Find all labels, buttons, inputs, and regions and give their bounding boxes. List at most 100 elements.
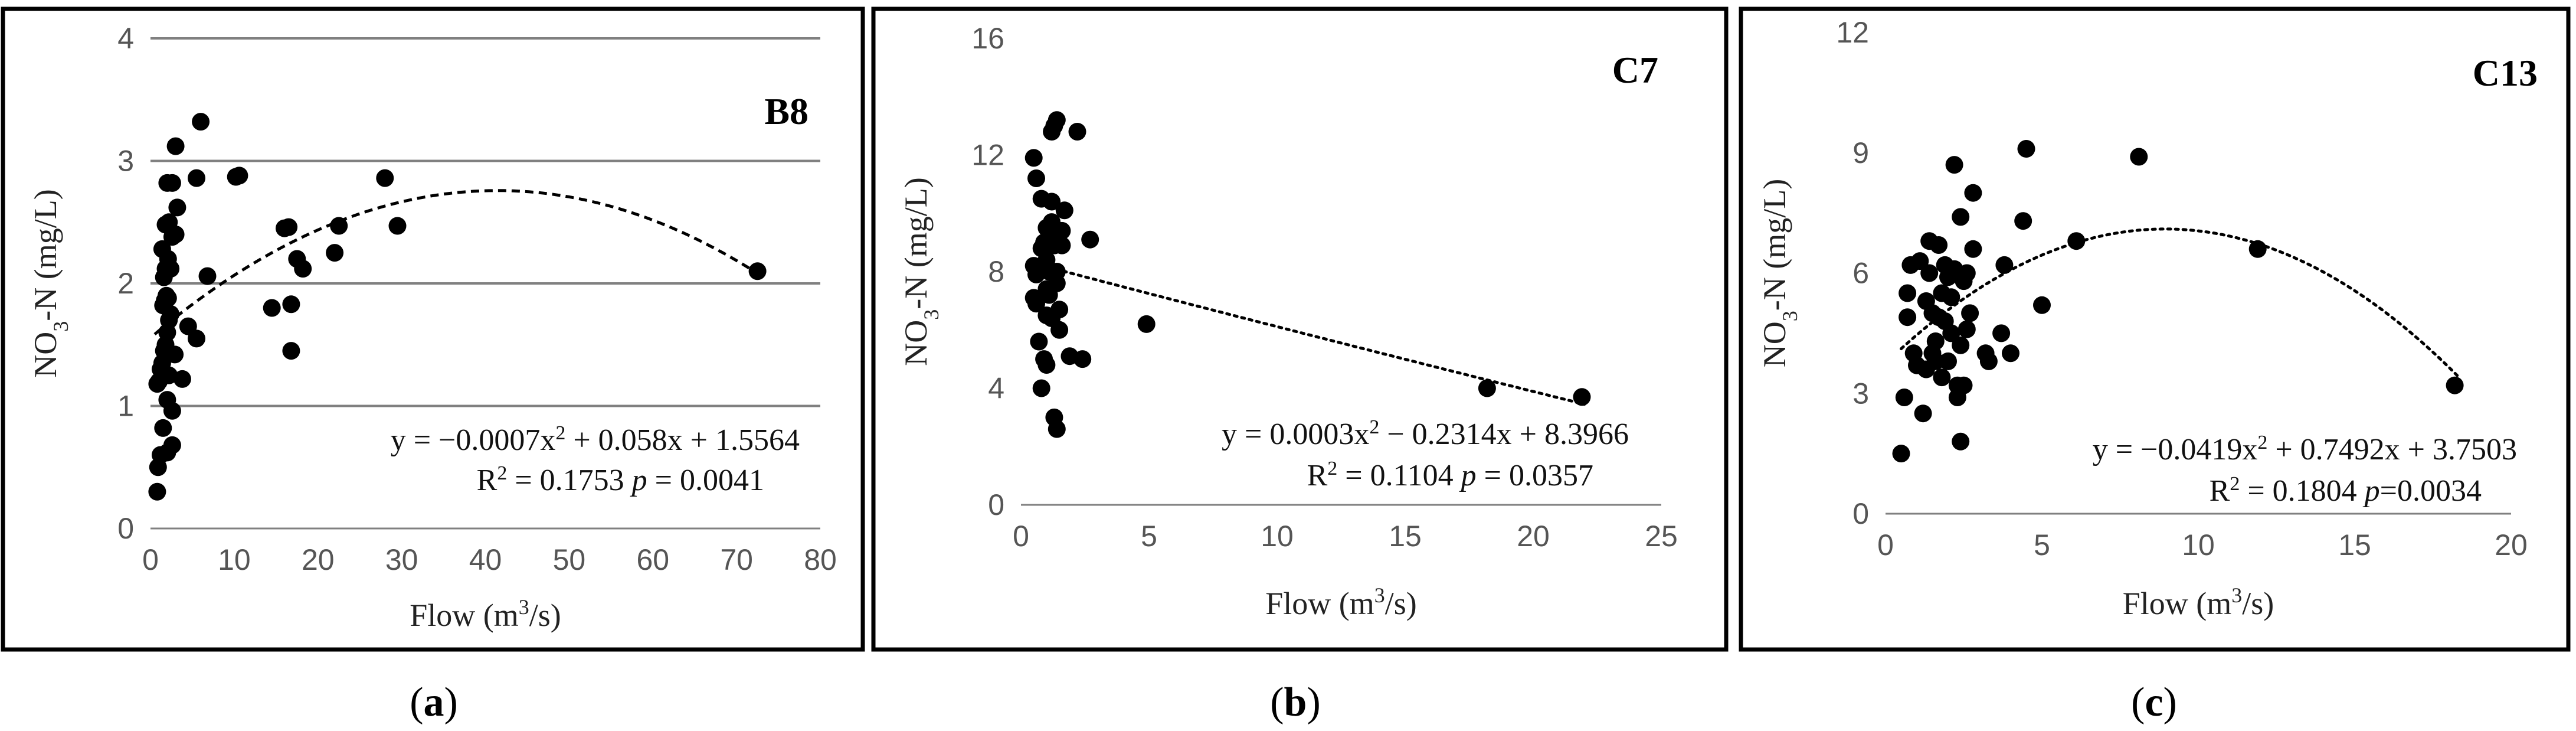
y-tick-label: 9	[1852, 136, 1869, 169]
data-point	[294, 260, 312, 278]
panel-frame	[1739, 6, 2571, 652]
x-tick-label: 10	[1261, 520, 1294, 553]
data-point	[1040, 286, 1058, 304]
data-point	[376, 169, 394, 187]
data-point	[1930, 236, 1948, 254]
data-point	[168, 198, 186, 217]
data-point	[1030, 332, 1048, 351]
data-point	[1914, 404, 1932, 423]
data-point	[166, 226, 185, 243]
y-axis-title: NO3-N (mg/L)	[1757, 179, 1802, 367]
data-point	[1032, 379, 1050, 397]
data-point	[263, 299, 281, 317]
data-point	[1053, 236, 1071, 254]
data-point	[159, 289, 177, 307]
chart-panel-2: 0 4 8 12 16 0 5 10 15 20 25 Flow (m3/s) NO3-N (mg/L)…	[871, 6, 1729, 652]
panel-label: C13	[2473, 52, 2538, 94]
data-point	[1958, 264, 1976, 282]
x-tick-label: 20	[2495, 528, 2528, 562]
data-point	[1478, 379, 1496, 397]
x-tick-label: 20	[1517, 520, 1550, 553]
y-tick-label: 4	[117, 22, 134, 55]
y-tick-label: 3	[117, 145, 134, 178]
data-point	[1892, 445, 1910, 463]
data-point	[1027, 295, 1045, 313]
x-tick-label: 0	[142, 543, 159, 576]
data-point	[162, 260, 180, 278]
x-tick-label: 50	[553, 543, 586, 576]
data-point	[188, 169, 205, 187]
chart-panel-3: 0 3 6 9 12 0 5 10 15 20 Flow (m3/s) NO3-N (mg/L) C13…	[1739, 6, 2571, 652]
data-point	[330, 217, 348, 235]
y-tick-label: 6	[1852, 257, 1869, 290]
data-point	[1895, 389, 1913, 406]
y-tick-label: 0	[988, 488, 1004, 521]
data-point	[160, 366, 178, 384]
x-tick-label: 10	[218, 543, 251, 576]
panel-label: C7	[1612, 49, 1658, 91]
y-tick-label: 1	[117, 390, 134, 423]
data-point	[1995, 256, 2014, 274]
x-tick-label: 20	[302, 543, 335, 576]
x-axis-title: Flow (m3/s)	[1265, 583, 1417, 621]
regression-equation: y = 0.0003x2 − 0.2314x + 8.3966	[1222, 416, 1629, 452]
data-point	[1068, 123, 1086, 141]
data-point	[388, 217, 407, 235]
data-point	[2014, 212, 2032, 230]
data-point	[166, 345, 184, 364]
x-tick-label: 10	[2182, 528, 2215, 562]
y-tick-label: 8	[988, 255, 1004, 288]
y-axis-title: NO3-N (mg/L)	[898, 177, 943, 366]
data-point	[1961, 304, 1979, 322]
data-point	[1942, 288, 1960, 306]
data-point	[326, 244, 344, 262]
data-point	[2248, 240, 2267, 258]
data-point	[1055, 201, 1073, 220]
data-point	[1933, 368, 1951, 387]
data-point	[230, 167, 248, 185]
data-point	[1942, 324, 1960, 342]
data-point	[1573, 388, 1591, 406]
data-point	[153, 240, 171, 258]
regression-equation: y = −0.0007x2 + 0.058x + 1.5564	[391, 422, 800, 458]
y-tick-label: 0	[117, 512, 134, 545]
data-point	[166, 137, 185, 155]
data-point	[1027, 169, 1045, 187]
panel-frame	[871, 6, 1729, 652]
data-point	[1050, 301, 1069, 319]
data-point	[282, 295, 300, 314]
data-point	[163, 436, 181, 454]
data-point	[2002, 344, 2019, 363]
y-tick-label: 12	[971, 139, 1004, 172]
x-tick-label: 30	[385, 543, 418, 576]
trendline	[1032, 262, 1586, 406]
data-point	[1048, 420, 1066, 438]
x-tick-label: 0	[1013, 520, 1029, 553]
data-point	[163, 402, 181, 420]
x-axis-title: Flow (m3/s)	[2123, 583, 2274, 621]
x-tick-label: 25	[1645, 520, 1678, 553]
x-tick-label: 70	[720, 543, 753, 576]
r-squared-and-p: R2 = 0.1753 p = 0.0041	[477, 462, 764, 498]
data-point	[1939, 352, 1957, 370]
data-point	[1043, 192, 1061, 211]
data-point	[1037, 356, 1056, 374]
x-tick-label: 5	[2034, 528, 2050, 562]
regression-equation: y = −0.0419x2 + 0.7492x + 3.7503	[2093, 432, 2517, 467]
data-point	[2446, 376, 2464, 394]
x-tick-label: 5	[1141, 520, 1157, 553]
y-tick-label: 0	[1852, 497, 1869, 530]
data-point	[1053, 221, 1071, 240]
panel-frame	[1, 6, 865, 652]
data-point	[1899, 308, 1917, 327]
data-point	[2033, 296, 2051, 314]
data-point	[1920, 264, 1939, 282]
data-point	[1955, 376, 1973, 394]
trendline	[153, 189, 754, 336]
data-point	[1958, 320, 1976, 338]
x-tick-label: 80	[804, 543, 837, 576]
panel-caption: (b)	[1270, 680, 1321, 725]
data-point	[282, 342, 300, 360]
data-point	[173, 370, 191, 388]
data-point	[748, 262, 767, 280]
